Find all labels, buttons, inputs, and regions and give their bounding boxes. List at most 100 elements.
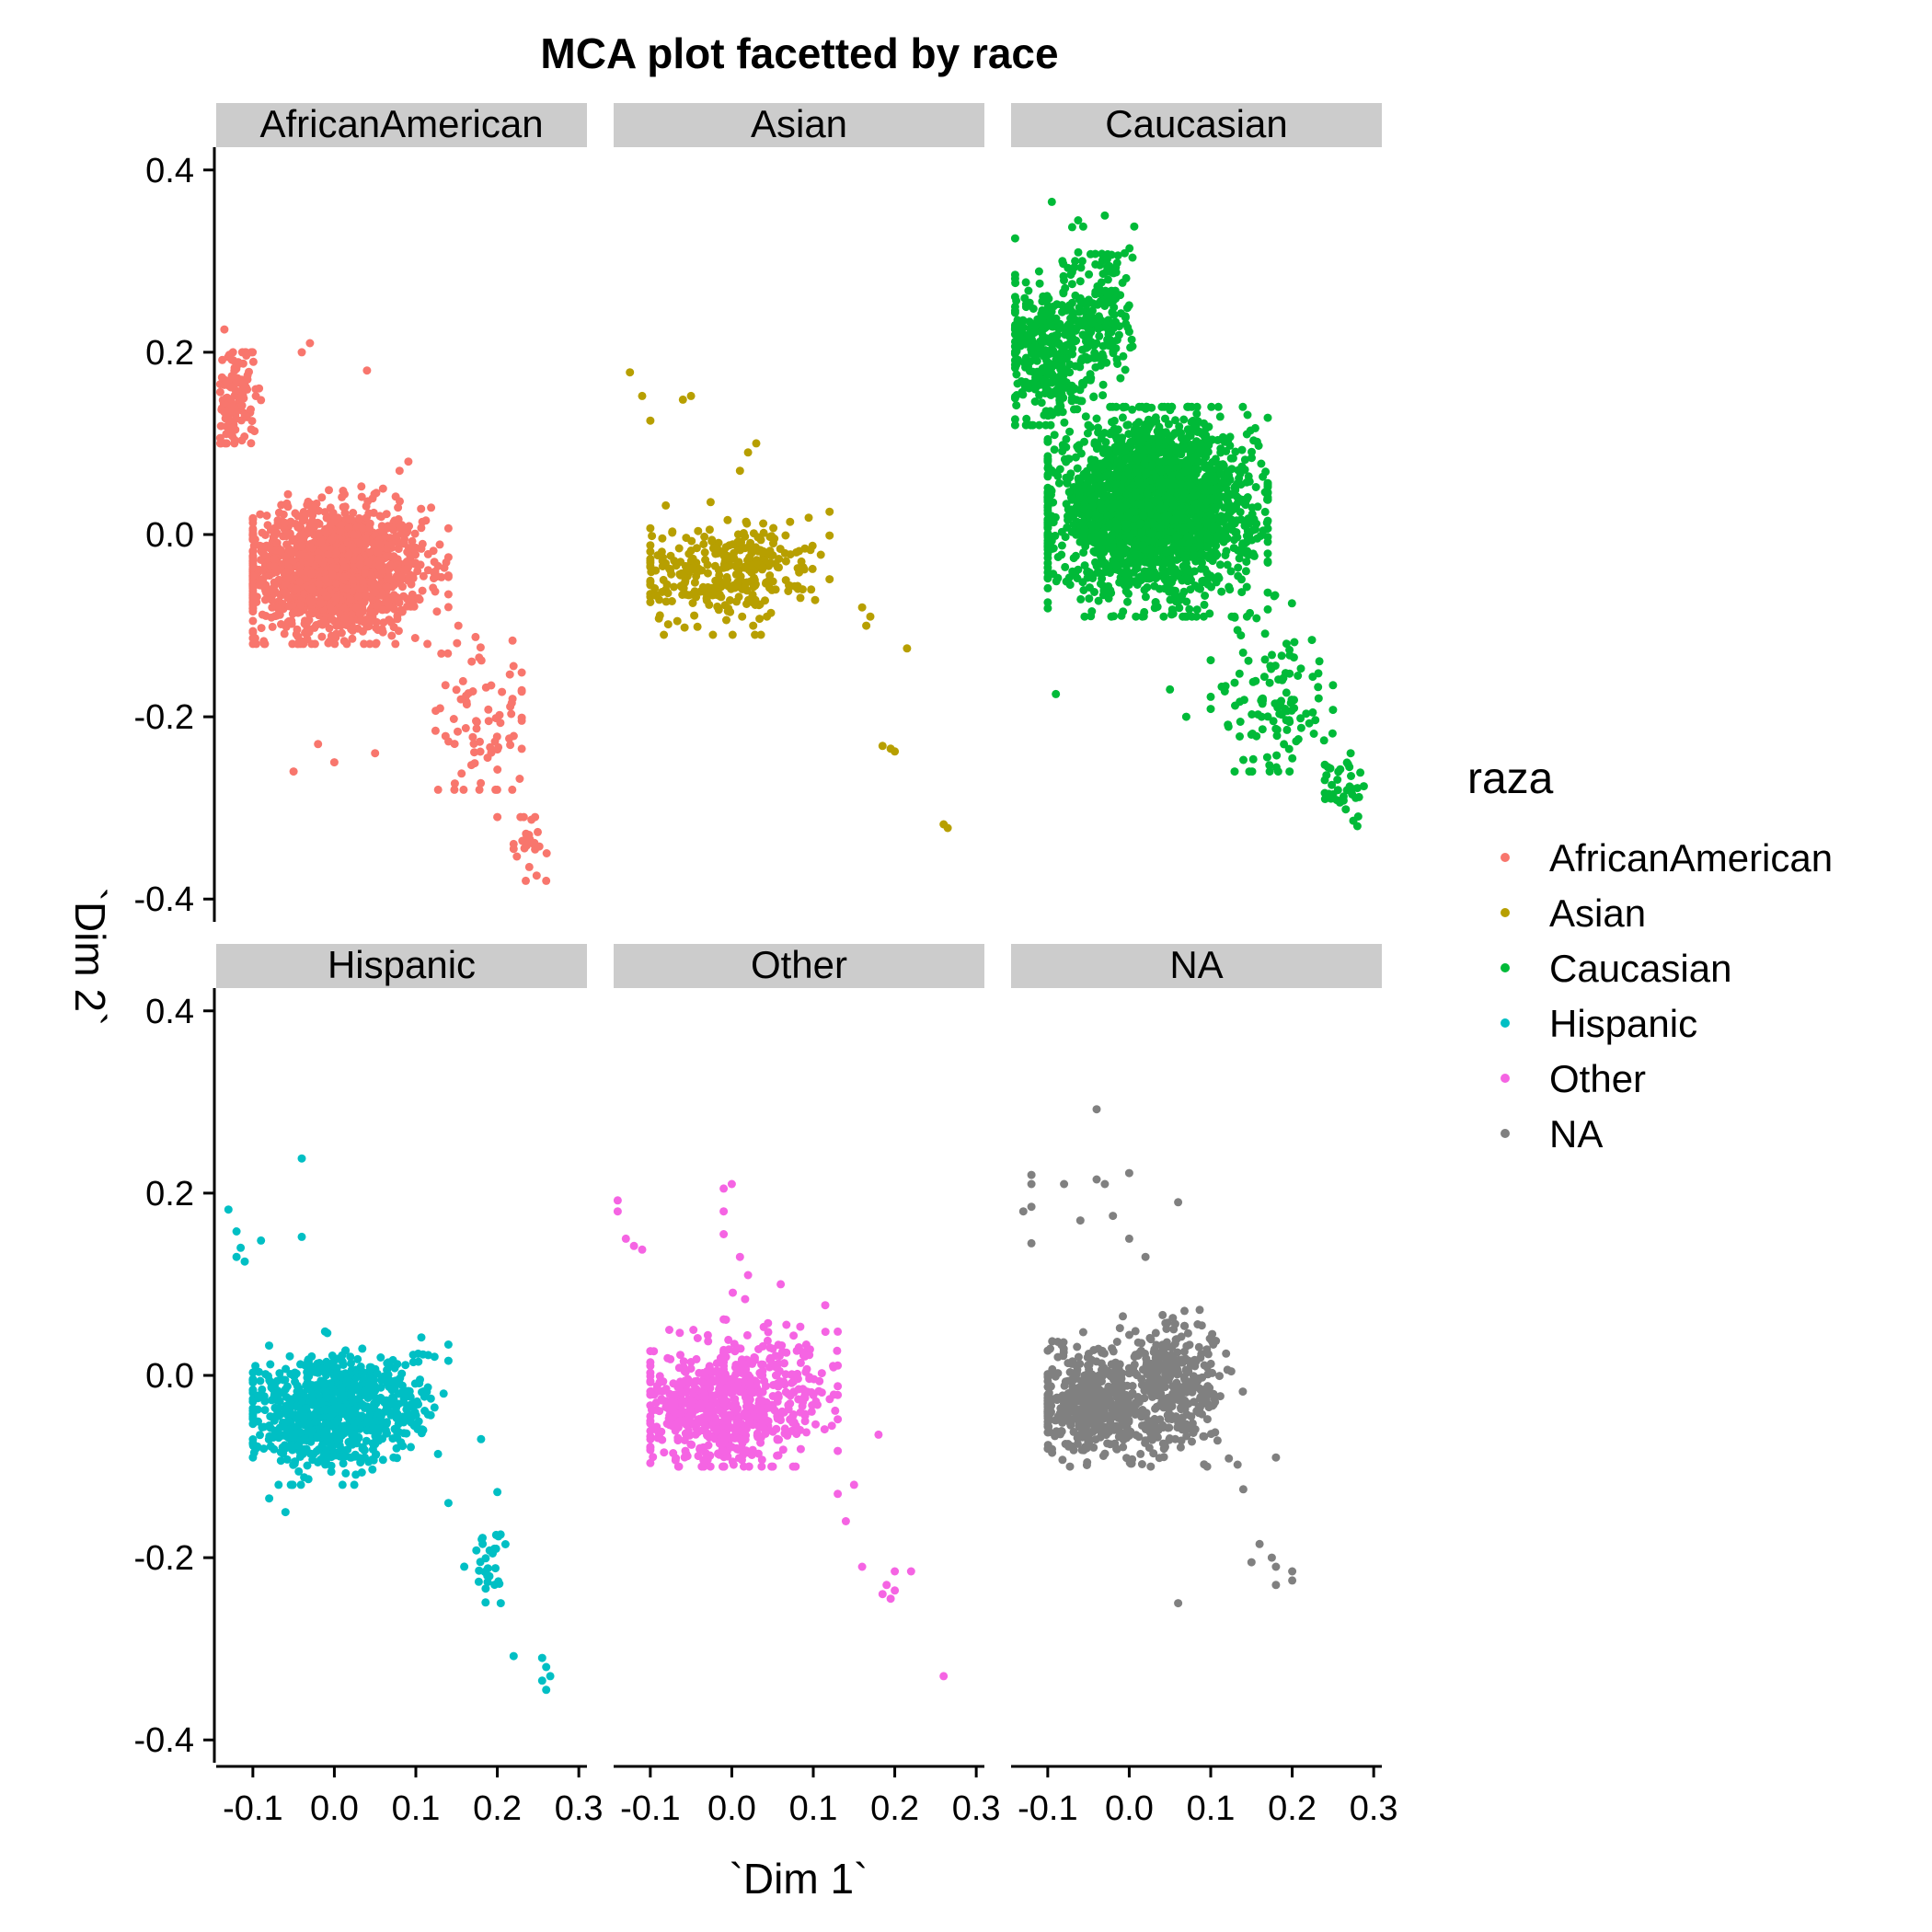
data-point: [1116, 461, 1125, 470]
data-point: [708, 630, 718, 639]
data-point: [230, 366, 239, 375]
data-point: [1064, 488, 1074, 497]
data-point: [1111, 550, 1121, 558]
data-point: [1079, 586, 1088, 594]
data-point: [306, 522, 316, 531]
data-point: [310, 639, 319, 649]
data-point: [328, 570, 337, 580]
data-point: [404, 576, 413, 585]
data-point: [1054, 478, 1064, 488]
data-point: [355, 560, 364, 569]
data-point: [268, 596, 277, 604]
data-point: [332, 621, 341, 630]
data-point: [431, 587, 440, 596]
data-point: [1074, 474, 1083, 483]
data-point: [1043, 583, 1052, 592]
data-point: [1167, 458, 1177, 467]
data-point: [1100, 584, 1110, 593]
data-point: [1103, 298, 1112, 307]
data-point: [786, 517, 795, 526]
data-point: [260, 595, 270, 604]
data-point: [477, 778, 486, 788]
data-point: [745, 553, 753, 562]
data-point: [252, 639, 260, 649]
data-point: [1200, 600, 1209, 609]
data-point: [437, 649, 446, 658]
data-point: [1143, 402, 1152, 411]
data-point: [342, 639, 351, 649]
data-point: [296, 601, 305, 610]
data-point: [1242, 582, 1251, 592]
data-point: [1093, 568, 1102, 577]
data-point: [1184, 539, 1193, 548]
data-point: [1070, 384, 1079, 393]
data-point: [1092, 414, 1101, 423]
data-point: [1251, 483, 1260, 491]
data-point: [338, 558, 347, 567]
data-point: [1138, 541, 1147, 550]
data-point: [339, 487, 348, 495]
data-point: [303, 623, 312, 632]
data-point: [1043, 558, 1052, 568]
data-point: [346, 595, 355, 604]
data-point: [651, 566, 661, 575]
data-point: [1164, 466, 1172, 475]
data-point: [1168, 605, 1177, 615]
data-point: [1105, 520, 1114, 529]
data-point: [1094, 325, 1103, 333]
data-point: [796, 593, 805, 603]
data-point: [467, 657, 477, 666]
data-point: [1263, 413, 1272, 422]
data-point: [1166, 494, 1175, 503]
data-point: [1057, 541, 1066, 550]
data-point: [1204, 554, 1213, 563]
facet-strip-label: AfricanAmerican: [259, 102, 543, 145]
data-point: [248, 348, 258, 357]
data-point: [262, 512, 271, 520]
data-point: [1156, 503, 1165, 512]
data-point: [386, 617, 396, 627]
data-point: [1116, 374, 1125, 383]
data-point: [751, 630, 760, 639]
data-point: [707, 535, 717, 545]
data-point: [665, 564, 673, 573]
data-point: [1085, 270, 1094, 279]
data-point: [507, 709, 516, 719]
data-point: [1083, 573, 1092, 582]
data-point: [1117, 485, 1126, 494]
data-point: [752, 439, 761, 448]
data-point: [472, 718, 481, 727]
data-point: [1159, 612, 1168, 621]
data-point: [362, 366, 372, 375]
data-point: [1151, 598, 1160, 607]
data-point: [317, 493, 327, 502]
data-point: [248, 604, 258, 613]
data-point: [259, 637, 269, 646]
data-point: [371, 749, 380, 758]
data-point: [515, 775, 524, 783]
data-point: [493, 765, 502, 774]
data-point: [1052, 361, 1062, 370]
data-point: [1110, 310, 1119, 319]
data-point: [807, 585, 816, 594]
data-point: [238, 391, 247, 400]
data-point: [1091, 362, 1100, 372]
data-point: [415, 595, 424, 604]
data-point: [878, 742, 887, 751]
data-point: [1216, 448, 1225, 457]
data-point: [459, 785, 468, 794]
data-point: [811, 595, 820, 604]
data-point: [1048, 410, 1057, 420]
data-point: [293, 625, 302, 634]
facet-strip-label: Asian: [751, 102, 847, 145]
data-point: [646, 541, 655, 550]
data-point: [763, 612, 772, 621]
data-point: [1087, 485, 1096, 493]
data-point: [1010, 323, 1019, 332]
data-point: [247, 439, 256, 448]
data-point: [270, 555, 279, 564]
data-point: [690, 611, 699, 620]
data-point: [1085, 509, 1094, 518]
data-point: [234, 358, 243, 367]
